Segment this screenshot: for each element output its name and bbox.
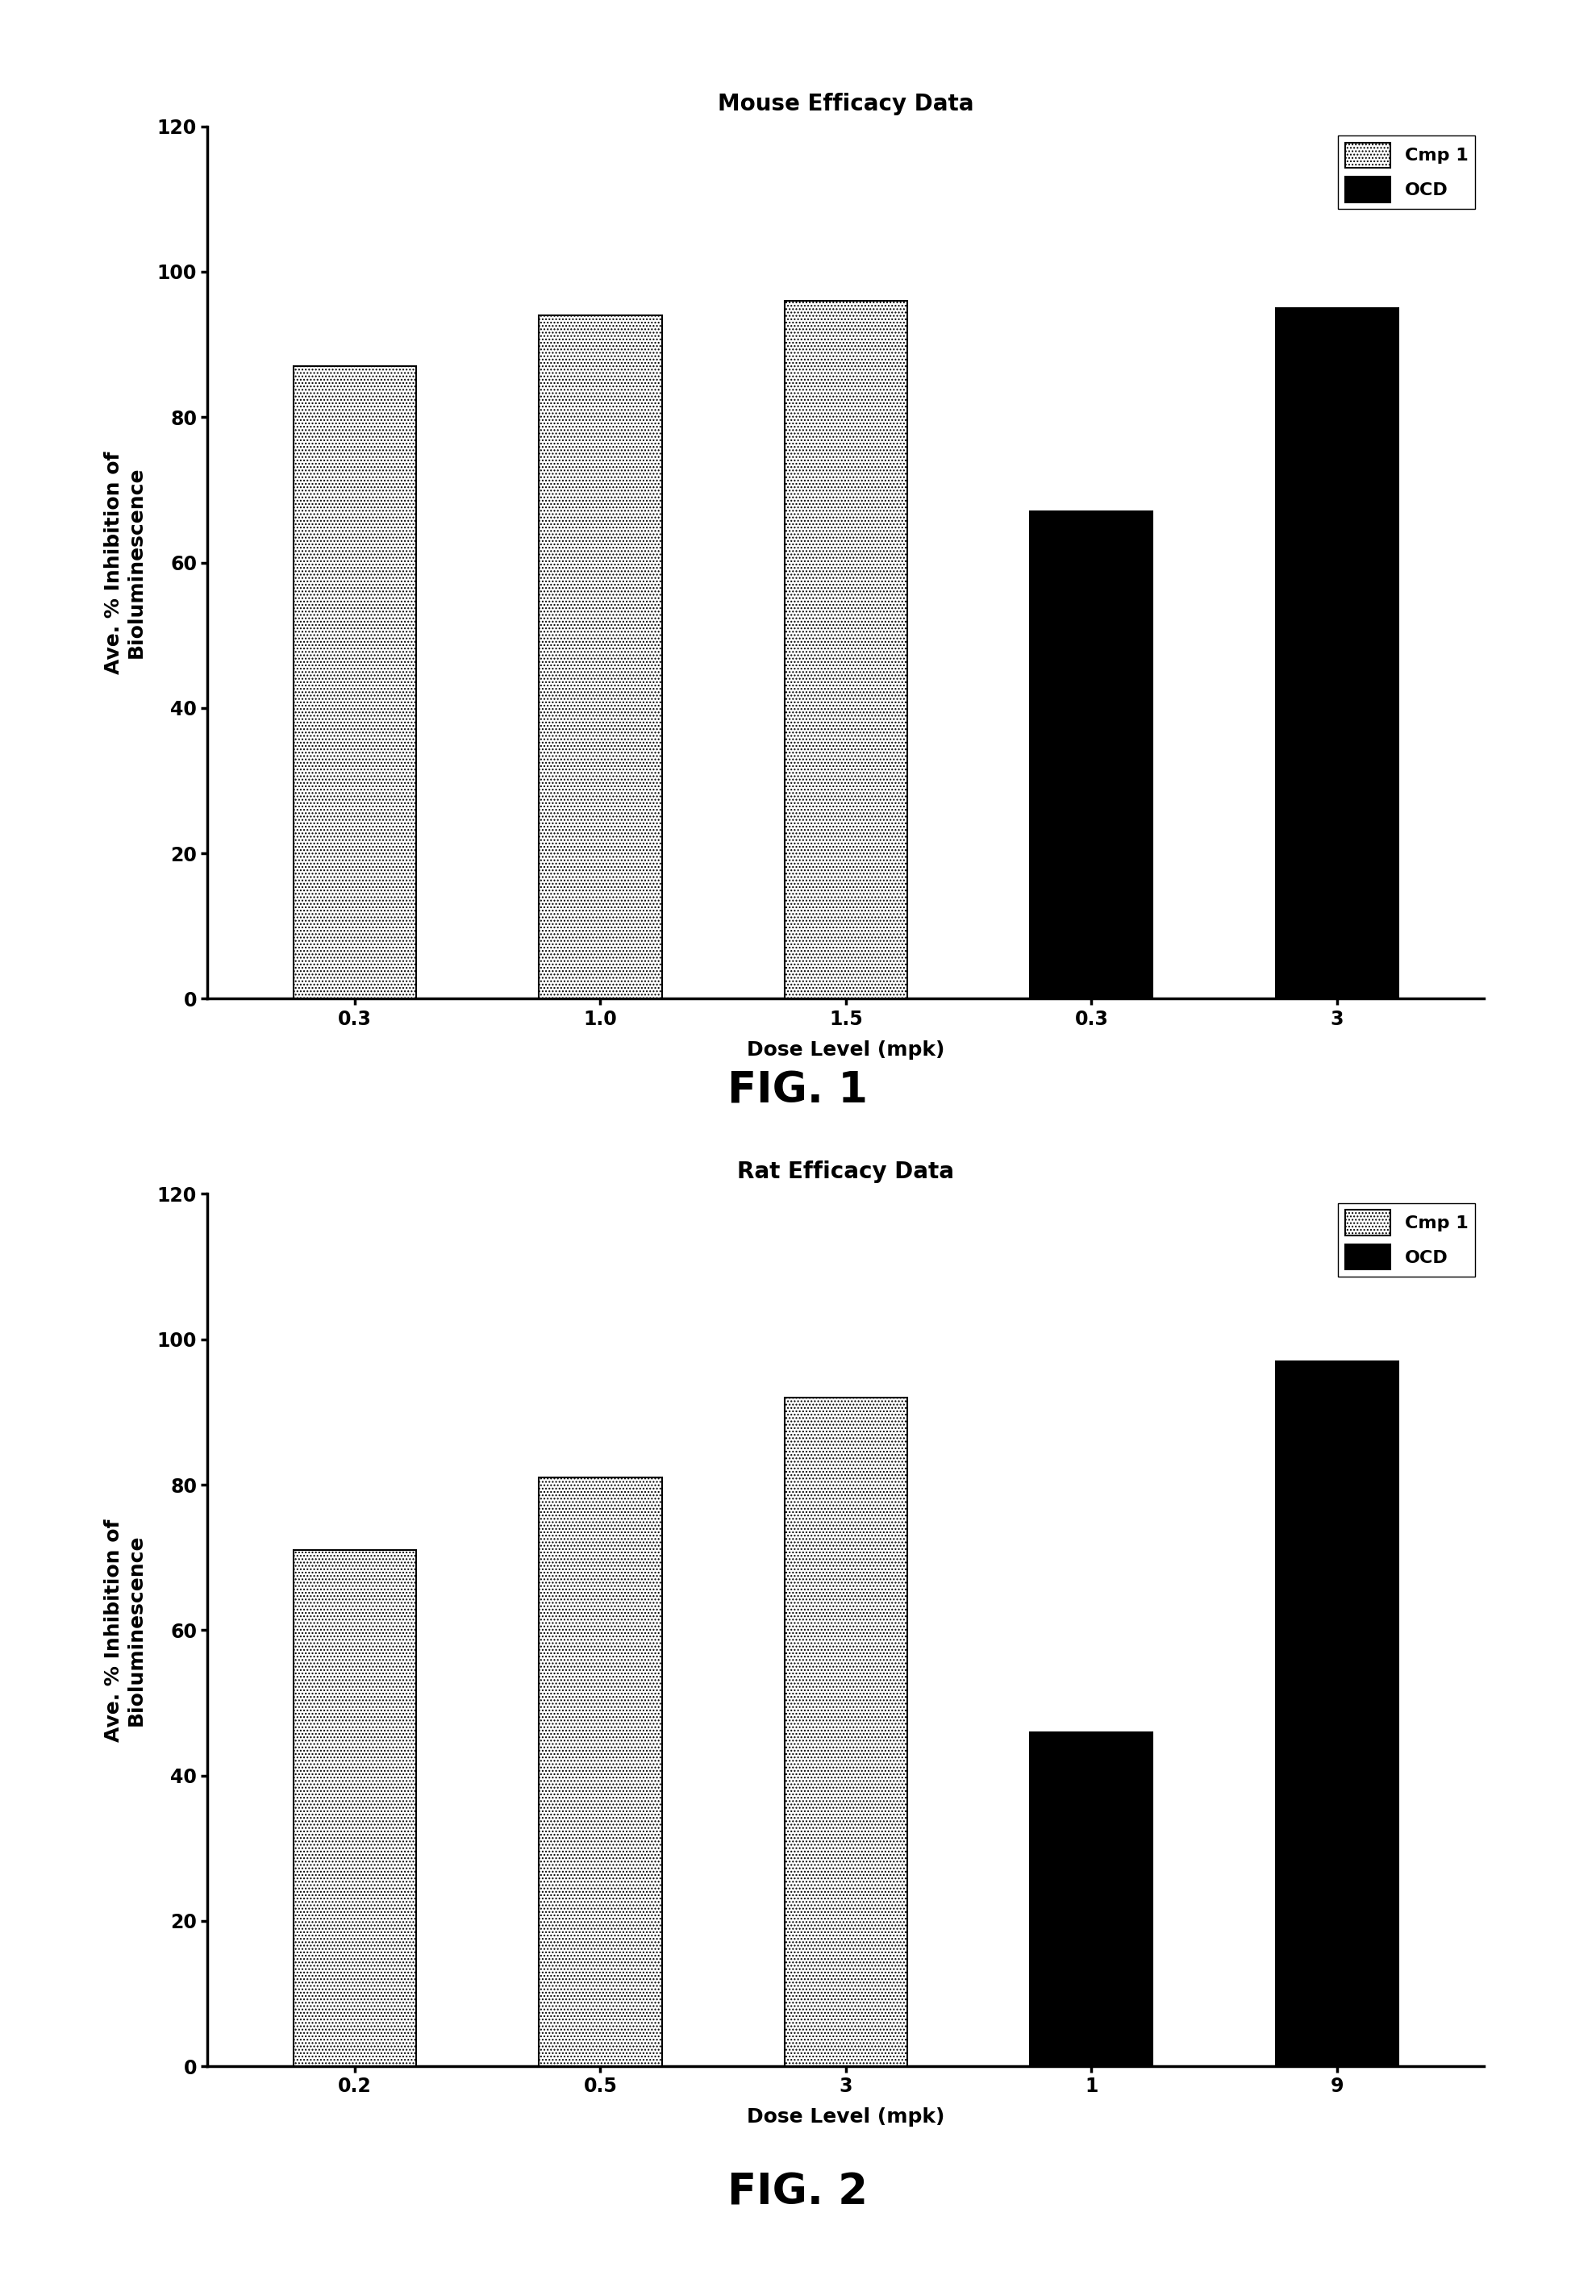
Title: Mouse Efficacy Data: Mouse Efficacy Data [718, 92, 974, 115]
Bar [785, 301, 907, 999]
Bar [294, 1550, 417, 2066]
Bar [1275, 1362, 1398, 2066]
Y-axis label: Ave. % Inhibition of
Bioluminescence: Ave. % Inhibition of Bioluminescence [104, 1518, 145, 1743]
Bar [539, 1479, 662, 2066]
Bar [1029, 512, 1152, 999]
Title: Rat Efficacy Data: Rat Efficacy Data [737, 1159, 954, 1182]
Bar [785, 1398, 907, 2066]
Y-axis label: Ave. % Inhibition of
Bioluminescence: Ave. % Inhibition of Bioluminescence [104, 450, 145, 675]
X-axis label: Dose Level (mpk): Dose Level (mpk) [747, 2108, 945, 2126]
Text: FIG. 1: FIG. 1 [728, 1070, 868, 1111]
X-axis label: Dose Level (mpk): Dose Level (mpk) [747, 1040, 945, 1058]
Text: FIG. 2: FIG. 2 [728, 2172, 868, 2213]
Bar [1275, 308, 1398, 999]
Bar [1029, 1731, 1152, 2066]
Legend: Cmp 1, OCD: Cmp 1, OCD [1339, 1203, 1475, 1277]
Bar [294, 367, 417, 999]
Bar [539, 315, 662, 999]
Legend: Cmp 1, OCD: Cmp 1, OCD [1339, 135, 1475, 209]
